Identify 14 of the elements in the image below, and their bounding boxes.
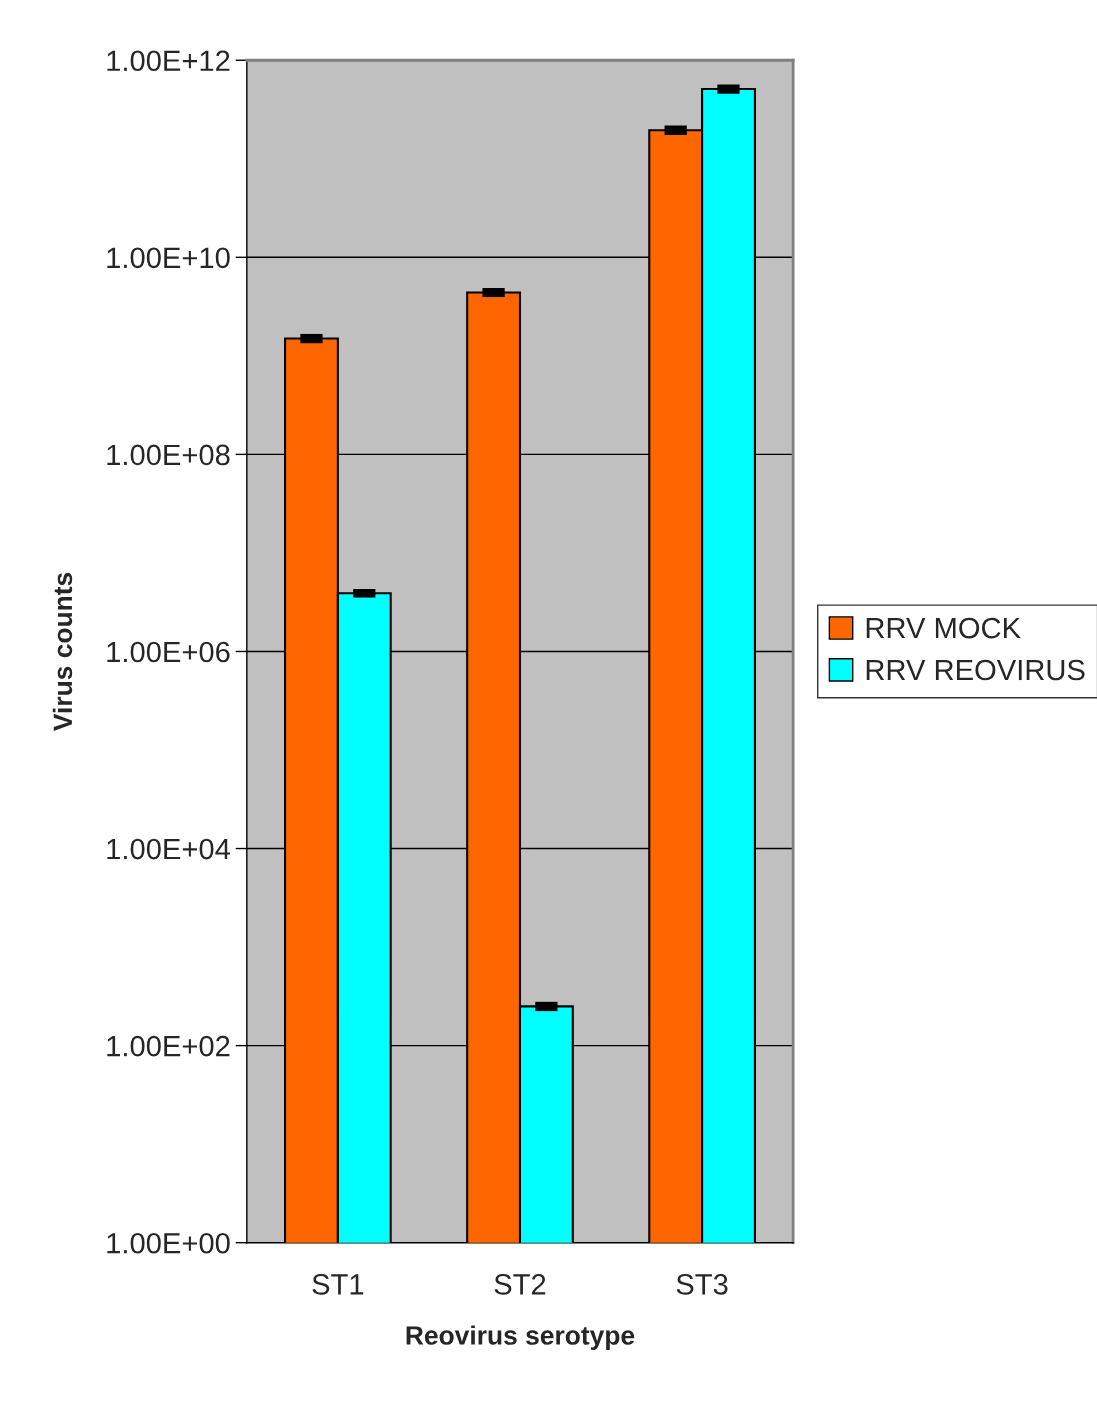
y-axis-title: Virus counts bbox=[52, 572, 73, 731]
x-tick-label: ST2 bbox=[494, 1274, 546, 1295]
legend-label: RRV MOCK bbox=[866, 617, 1021, 639]
y-tick-label: 1.00E+10 bbox=[107, 247, 230, 269]
y-tick-label: 1.00E+02 bbox=[107, 1035, 230, 1057]
x-axis-title: Reovirus serotype bbox=[406, 1325, 635, 1351]
y-tick-label: 1.00E+08 bbox=[107, 444, 230, 466]
x-tick-label: ST3 bbox=[676, 1274, 728, 1295]
x-tick-label: ST1 bbox=[312, 1274, 364, 1295]
y-tick-label: 1.00E+12 bbox=[107, 50, 230, 72]
y-tick-label: 1.00E+06 bbox=[107, 641, 230, 663]
legend-label: RRV REOVIRUS bbox=[866, 659, 1085, 681]
y-tick-label: 1.00E+04 bbox=[107, 838, 230, 860]
y-tick-label: 1.00E+00 bbox=[107, 1232, 230, 1254]
